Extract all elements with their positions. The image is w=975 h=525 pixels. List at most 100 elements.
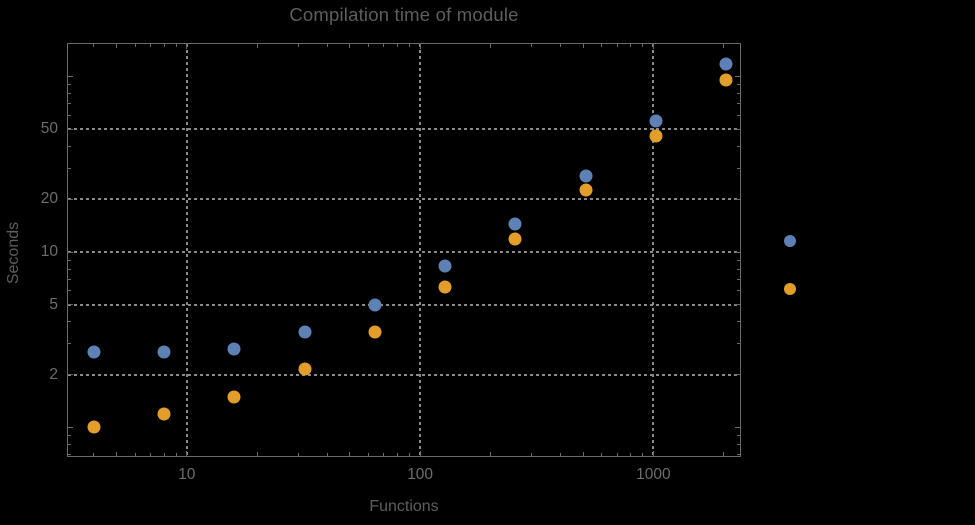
tick-mark [67,304,73,306]
chart-title: Compilation time of module [289,4,519,25]
tick-mark [601,44,603,47]
tick-mark [530,453,532,456]
data-point-series-1 [368,298,382,312]
tick-mark [349,452,351,456]
tick-mark [67,454,71,456]
x-tick-label-100: 100 [407,466,434,483]
tick-mark [150,44,152,47]
x-axis-label: Functions [369,498,439,515]
tick-mark [134,453,136,456]
data-point-series-1 [649,114,663,128]
tick-mark [67,374,73,376]
y-tick-label-5: 5 [49,295,58,313]
data-point-series-2 [298,362,312,376]
data-point-series-2 [579,183,593,197]
tick-mark [737,343,740,345]
tick-mark [163,453,165,456]
tick-mark [642,453,644,456]
data-point-series-1 [157,345,171,359]
tick-mark [582,452,584,456]
gridline-y-20 [67,198,740,201]
tick-mark [175,453,177,456]
tick-mark [67,268,71,270]
tick-mark [737,84,740,86]
data-point-series-2 [649,129,663,143]
data-point-series-1 [579,169,593,183]
tick-mark [652,451,654,456]
tick-mark [67,259,71,261]
tick-mark [93,44,95,47]
tick-mark [326,44,328,47]
tick-mark [630,453,632,456]
tick-mark [735,304,740,306]
tick-mark [67,343,71,345]
tick-mark [67,426,73,428]
tick-mark [419,44,421,49]
tick-mark [349,44,351,48]
tick-mark [297,44,299,47]
tick-mark [326,453,328,456]
tick-mark [256,452,258,456]
gridline-y-10 [67,251,740,253]
tick-mark [737,103,740,105]
tick-mark [367,44,369,47]
tick-mark [67,167,71,169]
tick-mark [737,114,740,116]
data-point-series-2 [87,420,101,434]
tick-mark [397,44,399,47]
tick-mark [186,44,188,49]
tick-mark [67,321,71,323]
tick-mark [737,145,740,147]
tick-mark [489,44,491,48]
tick-mark [93,453,95,456]
tick-mark [735,374,740,376]
data-point-series-1 [438,259,452,273]
tick-mark [116,44,118,48]
tick-mark [737,93,740,95]
tick-mark [735,198,740,200]
tick-mark [652,44,654,49]
data-point-series-2 [368,325,382,339]
tick-mark [530,44,532,47]
tick-mark [737,167,740,169]
tick-mark [601,453,603,456]
tick-mark [163,44,165,47]
tick-mark [723,44,725,48]
data-point-series-2 [438,280,452,294]
tick-mark [737,444,740,445]
tick-mark [67,76,73,77]
tick-mark [67,198,73,200]
tick-mark [737,321,740,323]
data-point-series-1 [298,325,312,339]
tick-mark [737,454,740,456]
tick-mark [67,290,71,292]
tick-mark [616,453,618,456]
tick-mark [737,435,740,437]
tick-mark [642,44,644,47]
tick-mark [737,290,740,292]
tick-mark [367,453,369,456]
tick-mark [560,44,562,47]
gridline-x-1000 [652,44,655,456]
tick-mark [489,452,491,456]
tick-mark [67,103,71,105]
tick-mark [67,128,73,130]
y-tick-label-20: 20 [40,190,58,208]
gridline-y-2 [67,373,740,376]
tick-mark [735,76,740,77]
tick-mark [735,128,740,130]
tick-mark [67,435,71,437]
y-tick-label-50: 50 [40,120,58,138]
tick-mark [408,44,410,47]
tick-mark [630,44,632,47]
tick-mark [67,444,71,445]
tick-mark [735,426,740,428]
tick-mark [150,453,152,456]
tick-mark [737,259,740,261]
tick-mark [723,452,725,456]
tick-mark [67,93,71,95]
tick-mark [67,114,71,116]
tick-mark [560,453,562,456]
data-point-series-2 [719,73,733,87]
tick-mark [67,278,71,280]
